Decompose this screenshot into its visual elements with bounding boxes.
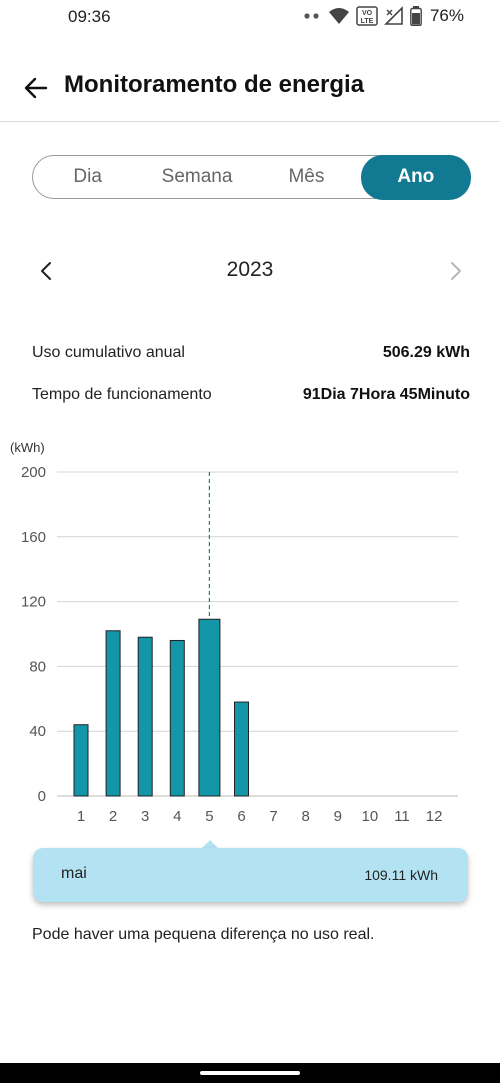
- y-tick-label: 200: [21, 464, 46, 481]
- runtime-value: 91Dia 7Hora 45Minuto: [302, 386, 470, 403]
- tab-day[interactable]: Dia: [73, 166, 102, 187]
- x-tick-label: 8: [302, 808, 310, 825]
- y-tick-label: 40: [29, 723, 46, 740]
- y-tick-label: 120: [21, 594, 46, 611]
- status-bar: 09:36 VO LTE 76%: [0, 0, 500, 34]
- disclaimer-text: Pode haver uma pequena diferença no uso …: [32, 926, 375, 943]
- period-tabs: Dia Semana Mês Ano: [32, 154, 471, 200]
- chevron-right-icon: [451, 262, 461, 280]
- battery-percent: 76%: [429, 6, 464, 25]
- x-tick-label: 9: [334, 808, 342, 825]
- x-tick-label: 10: [362, 808, 379, 825]
- wifi-icon: [328, 8, 349, 24]
- tab-week[interactable]: Semana: [161, 166, 233, 187]
- cumulative-usage-label: Uso cumulativo anual: [32, 344, 185, 361]
- bar-month-4: [169, 639, 185, 797]
- tooltip-arrow: [201, 840, 219, 849]
- cumulative-usage-row: Uso cumulativo anual 506.29 kWh: [32, 339, 470, 367]
- tab-year[interactable]: Ano: [361, 154, 471, 200]
- x-tick-label: 3: [141, 808, 149, 825]
- system-nav-bar: [0, 1063, 500, 1083]
- volte-icon: VO LTE: [356, 6, 378, 26]
- x-tick-label: 11: [394, 808, 410, 825]
- signal-icon: [384, 6, 403, 25]
- runtime-label: Tempo de funcionamento: [32, 386, 212, 403]
- year-navigation: 2023: [0, 248, 500, 294]
- runtime-row: Tempo de funcionamento 91Dia 7Hora 45Min…: [32, 381, 470, 409]
- tooltip-value: 109.11 kWh: [364, 867, 438, 883]
- svg-text:VO: VO: [362, 10, 373, 17]
- page-title: Monitoramento de energia: [64, 71, 365, 98]
- usage-chart[interactable]: (kWh) 0 40 80 120 160 200 1 2 3 4 5 6 7 8 9 10 11 12: [0, 430, 500, 830]
- x-tick-label: 12: [426, 808, 443, 825]
- chevron-left-icon: [41, 262, 51, 280]
- back-button[interactable]: [18, 70, 54, 106]
- y-tick-label: 160: [21, 529, 46, 546]
- bar-month-6: [234, 701, 249, 797]
- battery-icon: [410, 6, 422, 26]
- y-tick-label: 0: [38, 788, 46, 805]
- x-tick-label: 4: [173, 808, 181, 825]
- arrow-left-icon: [24, 77, 48, 99]
- previous-year-button[interactable]: [30, 254, 64, 288]
- x-tick-label: 2: [109, 808, 117, 825]
- status-icons: VO LTE 76%: [302, 6, 464, 26]
- cumulative-usage-value: 506.29 kWh: [382, 344, 470, 361]
- x-tick-label: 5: [205, 808, 213, 825]
- x-tick-label: 1: [77, 808, 85, 825]
- x-tick-label: 7: [269, 808, 277, 825]
- bar-month-5: [198, 618, 221, 797]
- dots-icon: [304, 13, 319, 19]
- app-bar: Monitoramento de energia: [0, 52, 500, 122]
- selected-month-tooltip: mai 109.11 kWh: [33, 848, 468, 902]
- tab-month[interactable]: Mês: [288, 166, 325, 187]
- next-year-button[interactable]: [438, 254, 472, 288]
- svg-text:LTE: LTE: [361, 18, 374, 25]
- x-tick-label: 6: [237, 808, 245, 825]
- bar-month-3: [137, 636, 153, 797]
- home-indicator[interactable]: [200, 1071, 300, 1075]
- y-axis-unit-label: (kWh): [10, 440, 45, 455]
- bar-month-2: [105, 630, 121, 797]
- tooltip-month: mai: [61, 865, 87, 882]
- y-tick-label: 80: [29, 658, 46, 675]
- status-time: 09:36: [68, 7, 111, 26]
- year-label: 2023: [226, 258, 274, 281]
- bar-month-1: [73, 724, 89, 797]
